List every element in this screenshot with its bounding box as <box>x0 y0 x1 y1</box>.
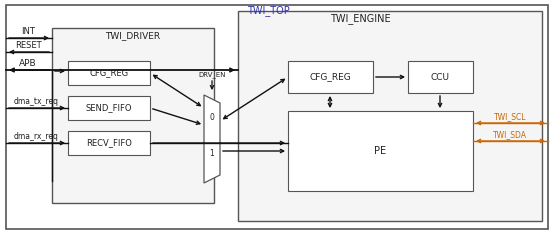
Bar <box>408 61 473 93</box>
Text: TWI_SCL: TWI_SCL <box>494 112 526 121</box>
Bar <box>288 111 473 191</box>
Polygon shape <box>204 95 220 183</box>
Text: INT: INT <box>21 27 35 36</box>
Text: SEND_FIFO: SEND_FIFO <box>86 103 132 113</box>
Text: TWI_TOP: TWI_TOP <box>247 5 289 16</box>
Text: CCU: CCU <box>430 72 449 82</box>
Text: RECV_FIFO: RECV_FIFO <box>86 138 132 147</box>
Text: TWI_DRIVER: TWI_DRIVER <box>105 31 161 40</box>
Text: RESET: RESET <box>15 41 42 50</box>
Text: dma_tx_req: dma_tx_req <box>13 97 59 106</box>
Text: DRV_EN: DRV_EN <box>198 71 225 78</box>
Bar <box>288 61 373 93</box>
Bar <box>52 28 214 203</box>
Text: 0: 0 <box>209 113 214 123</box>
Bar <box>68 131 150 155</box>
Bar <box>238 11 542 221</box>
Text: CFG_REG: CFG_REG <box>309 72 351 82</box>
Text: TWI_ENGINE: TWI_ENGINE <box>330 13 391 24</box>
Text: dma_rx_req: dma_rx_req <box>13 132 58 141</box>
Text: PE: PE <box>374 146 386 156</box>
Text: TWI_SDA: TWI_SDA <box>493 130 527 139</box>
Text: APB: APB <box>19 59 37 68</box>
Bar <box>68 96 150 120</box>
Bar <box>68 61 150 85</box>
Text: 1: 1 <box>209 148 214 158</box>
Text: CFG_REG: CFG_REG <box>89 69 129 78</box>
